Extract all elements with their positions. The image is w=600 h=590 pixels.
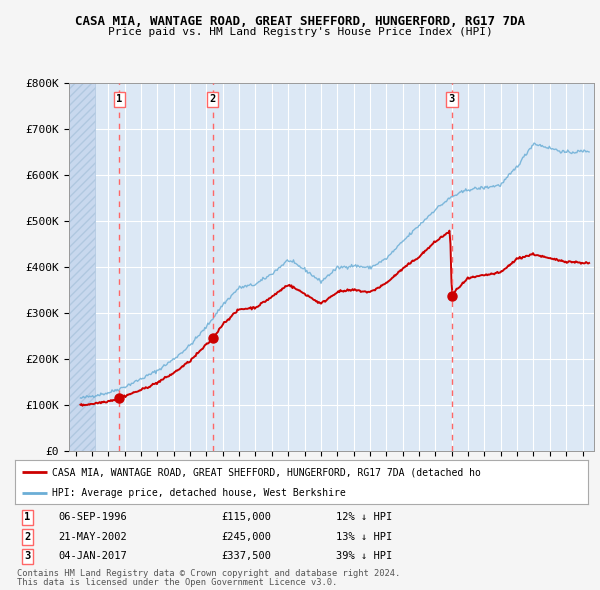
Text: 04-JAN-2017: 04-JAN-2017 [58,552,127,561]
Text: 12% ↓ HPI: 12% ↓ HPI [336,513,392,522]
Text: 3: 3 [449,94,455,104]
Text: 1: 1 [116,94,122,104]
Text: 1: 1 [25,513,31,522]
Text: CASA MIA, WANTAGE ROAD, GREAT SHEFFORD, HUNGERFORD, RG17 7DA (detached ho: CASA MIA, WANTAGE ROAD, GREAT SHEFFORD, … [52,467,481,477]
Text: 39% ↓ HPI: 39% ↓ HPI [336,552,392,561]
Text: CASA MIA, WANTAGE ROAD, GREAT SHEFFORD, HUNGERFORD, RG17 7DA: CASA MIA, WANTAGE ROAD, GREAT SHEFFORD, … [75,15,525,28]
Text: 3: 3 [25,552,31,561]
Text: £245,000: £245,000 [221,532,271,542]
Text: £115,000: £115,000 [221,513,271,522]
Text: 21-MAY-2002: 21-MAY-2002 [58,532,127,542]
Text: 2: 2 [25,532,31,542]
Text: 06-SEP-1996: 06-SEP-1996 [58,513,127,522]
Bar [69,83,95,451]
Text: Contains HM Land Registry data © Crown copyright and database right 2024.: Contains HM Land Registry data © Crown c… [17,569,400,578]
Text: 2: 2 [209,94,216,104]
Text: HPI: Average price, detached house, West Berkshire: HPI: Average price, detached house, West… [52,487,346,497]
Text: £337,500: £337,500 [221,552,271,561]
Text: This data is licensed under the Open Government Licence v3.0.: This data is licensed under the Open Gov… [17,578,337,587]
Text: 13% ↓ HPI: 13% ↓ HPI [336,532,392,542]
Text: Price paid vs. HM Land Registry's House Price Index (HPI): Price paid vs. HM Land Registry's House … [107,27,493,37]
